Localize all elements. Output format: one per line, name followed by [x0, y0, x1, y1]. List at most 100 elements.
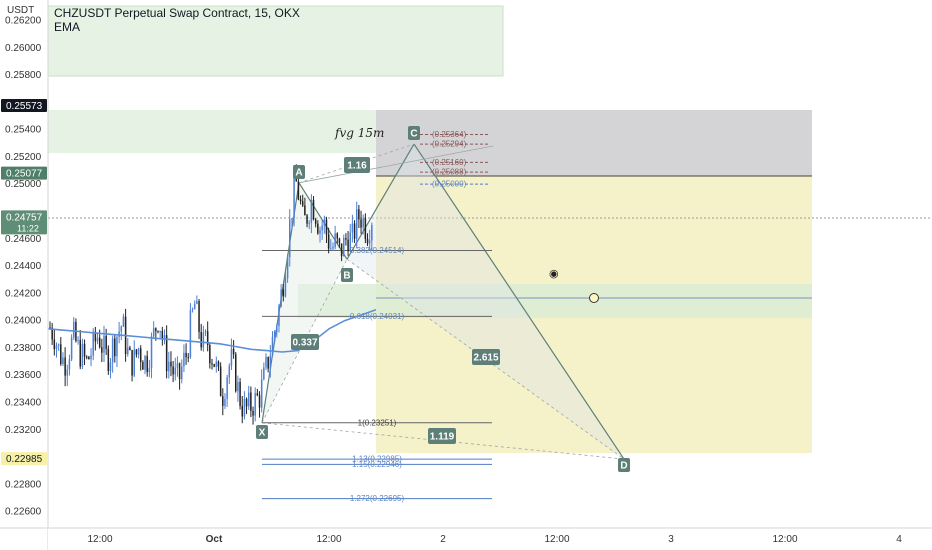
price-tick-label: 0.26200 [5, 15, 42, 26]
price-badge-text: 0.25573 [6, 101, 43, 112]
candle-body [202, 332, 205, 348]
ratio-tag-text: 1.16 [347, 161, 367, 172]
candle-body [137, 348, 140, 355]
eye-icon[interactable]: ◉ [549, 268, 559, 280]
candle-body [79, 340, 81, 367]
candle-body [286, 257, 289, 279]
candle-body [250, 392, 252, 411]
candle-body [209, 345, 211, 364]
candle-body [226, 377, 228, 400]
candle-body [120, 326, 123, 332]
candle-body [317, 223, 319, 234]
candle-body [293, 174, 295, 219]
harmonic-pattern [261, 143, 625, 460]
candle-body [291, 218, 293, 220]
candle-body [88, 356, 90, 360]
candle-body [345, 237, 347, 240]
price-axis-bg [0, 0, 48, 528]
price-tick-label: 0.25200 [5, 152, 42, 163]
candle-body [284, 278, 287, 297]
time-axis[interactable]: 12:00 Oct 12:00 2 12:00 3 12:00 4 [87, 534, 902, 545]
candle-body [90, 355, 92, 360]
candle-body [239, 382, 241, 407]
candle-body [301, 201, 304, 206]
fib-label: (0.25160) [432, 158, 467, 167]
fib-label: 1(0.23251) [358, 418, 397, 427]
price-tick-label: 0.25800 [5, 70, 42, 81]
candle-body [282, 289, 285, 297]
candle-body [314, 219, 317, 224]
candle-body [163, 335, 166, 340]
candle-body [215, 361, 218, 367]
price-tick-label: 0.26000 [5, 43, 42, 54]
time-tick-label: 12:00 [544, 534, 569, 545]
candle-body [265, 357, 267, 368]
candle-body [235, 354, 237, 392]
candle-body [94, 331, 97, 342]
candle-body [196, 301, 198, 304]
candle-body [304, 205, 306, 216]
candle-body [107, 348, 110, 372]
candle-body [83, 343, 86, 357]
candle-body [349, 232, 351, 252]
price-badge-level3 [1, 452, 47, 466]
candle-body [53, 339, 56, 350]
candle-body [310, 199, 313, 223]
point-a-tag-text: A [295, 168, 302, 179]
candle-body [129, 347, 131, 351]
candle-body [343, 237, 345, 257]
candle-body [252, 410, 254, 416]
candle-body [159, 330, 161, 332]
candle-body [334, 233, 336, 248]
candle-body [319, 230, 321, 234]
candle-body [336, 233, 339, 239]
candle-body [133, 349, 135, 376]
time-tick-label: 12:00 [772, 534, 797, 545]
price-tick-label: 0.23800 [5, 343, 42, 354]
ratio-tag-text: 2.615 [473, 353, 498, 364]
candle-body [105, 335, 107, 349]
fib-label: (0.25088) [432, 168, 467, 177]
price-tick-label: 0.24400 [5, 261, 42, 272]
candle-body [144, 355, 146, 370]
candle-body [204, 331, 207, 333]
candlesticks [49, 164, 373, 425]
point-b-tag [341, 268, 353, 282]
green-band [298, 284, 812, 318]
candle-body [241, 406, 243, 417]
candle-body [96, 337, 99, 342]
alert-icon[interactable] [589, 293, 599, 303]
candle-body [297, 181, 300, 200]
price-badge-text: 0.24757 [6, 212, 43, 223]
candle-body [70, 337, 73, 360]
candle-body [299, 199, 302, 202]
fvg-label: fvg 15m [334, 126, 384, 140]
indicator-label: EMA [54, 20, 80, 34]
pattern-xab-fill [262, 182, 347, 423]
candle-body [150, 336, 153, 369]
candle-body [213, 364, 215, 367]
candle-body [224, 399, 226, 406]
candle-body [200, 331, 202, 348]
candle-body [118, 331, 120, 337]
candle-body [178, 363, 181, 380]
price-badge-level2 [1, 166, 47, 180]
candle-body [116, 336, 118, 357]
time-tick-label: 3 [668, 534, 674, 545]
price-badge-current [1, 210, 47, 235]
candle-body [131, 350, 133, 376]
candle-body [60, 344, 62, 365]
time-tick-label: 12:00 [87, 534, 112, 545]
candle-body [355, 209, 358, 239]
candle-body [338, 238, 341, 244]
chart-title: CHZUSDT Perpetual Swap Contract, 15, OKX [54, 6, 300, 20]
price-axis[interactable]: 0.26200 0.26000 0.25800 0.25400 0.25200 0.250… [5, 15, 42, 517]
candle-body [321, 225, 323, 231]
candle-body [55, 345, 58, 350]
candle-body [198, 301, 200, 332]
candle-body [101, 347, 103, 353]
candle-body [148, 368, 151, 373]
pattern-labels: X A B C D 0.337 1.16 2.615 1.119 [256, 126, 630, 472]
